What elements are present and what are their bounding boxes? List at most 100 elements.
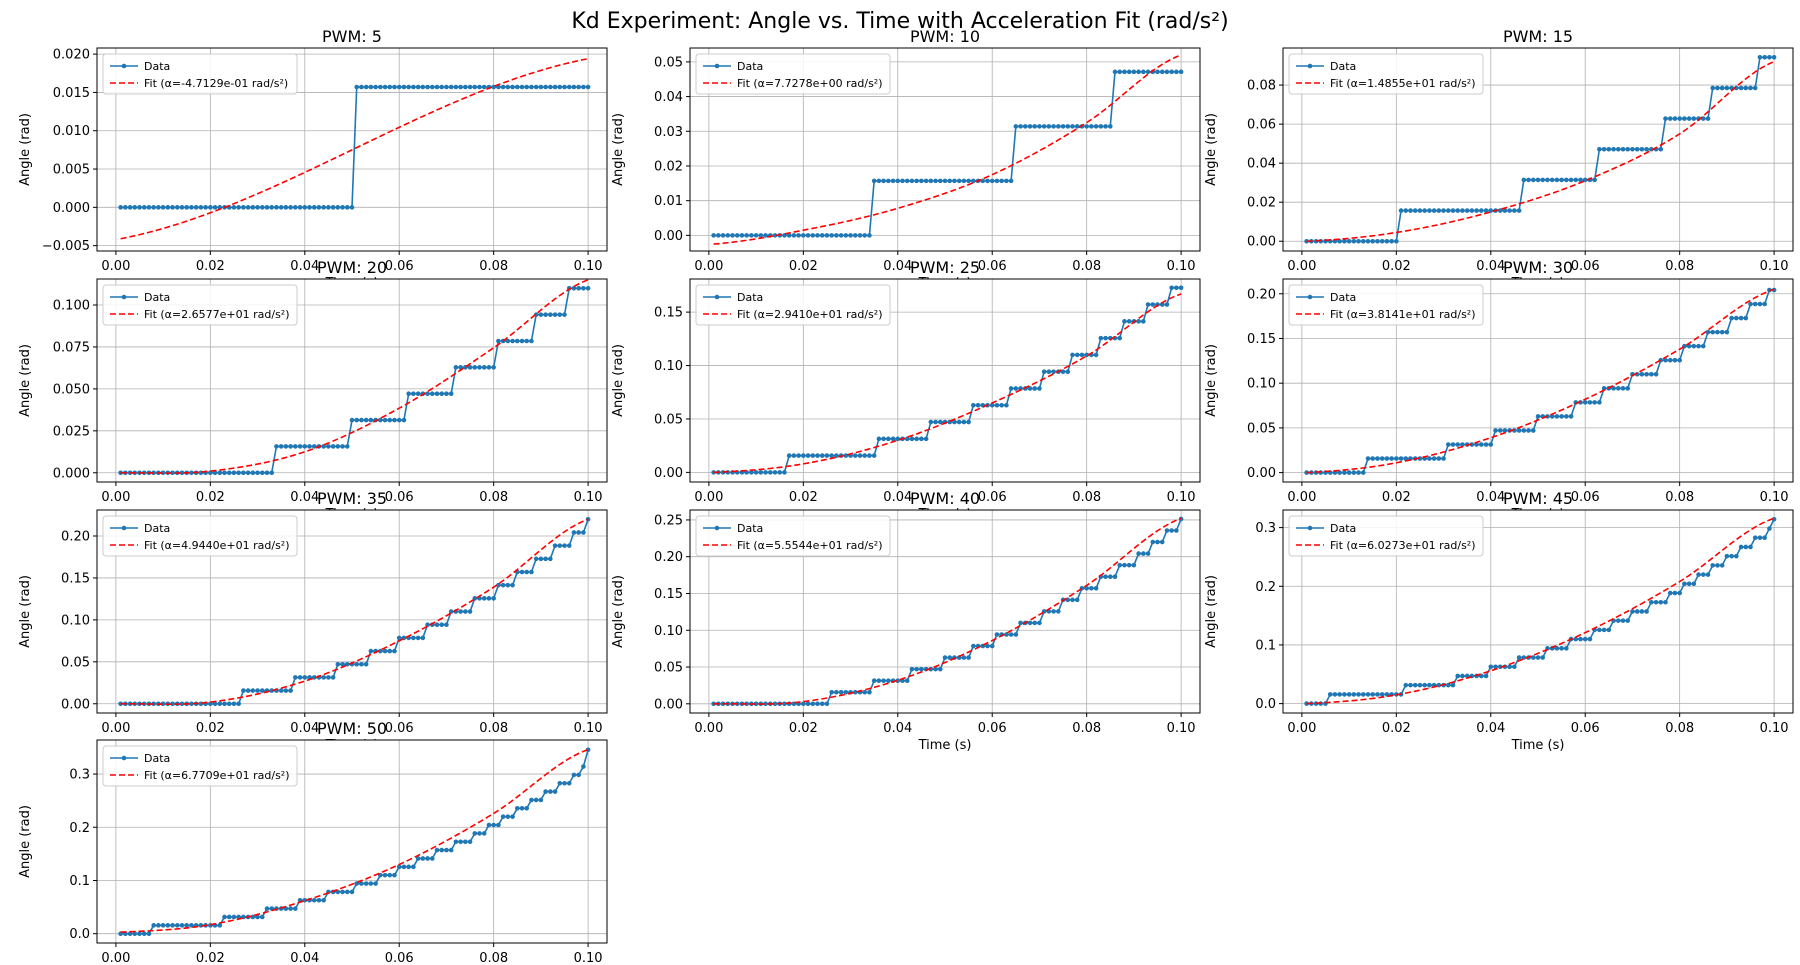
data-point: [848, 233, 853, 238]
data-point: [1559, 414, 1564, 419]
data-point: [444, 622, 449, 628]
data-point: [1174, 69, 1179, 75]
data-point: [909, 436, 915, 442]
data-point: [881, 178, 886, 184]
data-point: [923, 436, 929, 442]
data-point: [919, 666, 924, 672]
data-point: [1474, 208, 1479, 213]
data-point: [1705, 116, 1711, 121]
data-point: [1389, 238, 1394, 244]
data-point: [581, 764, 586, 769]
data-point: [467, 84, 473, 90]
data-point: [1719, 329, 1725, 335]
data-point: [429, 84, 435, 90]
x-tick-label: 0.00: [101, 951, 130, 965]
data-point: [1304, 701, 1309, 706]
data-point: [1103, 574, 1108, 580]
data-point: [937, 178, 943, 184]
data-point: [772, 233, 778, 238]
fit-series: [713, 517, 1182, 705]
data-point: [127, 931, 133, 936]
data-point: [368, 648, 374, 654]
data-point: [1370, 456, 1376, 461]
data-point: [255, 914, 260, 920]
subplot-4: 0.00 0.02 0.04 0.06 0.08 0.10 0.000 0.025 0.050 0…: [18, 258, 608, 522]
fit-line: [120, 279, 589, 474]
data-point: [212, 470, 218, 476]
data-point: [1304, 238, 1309, 244]
data-point: [1597, 627, 1602, 633]
data-point: [914, 436, 919, 442]
data-point: [1379, 692, 1385, 697]
data-point: [406, 864, 411, 870]
data-point: [349, 205, 355, 210]
data-point: [1431, 208, 1437, 213]
subplot-grid: 0.00 0.02 0.04 0.06 0.08 0.10 −0.005 0.000 0.005…: [18, 27, 1794, 965]
x-tick-label: 0.10: [574, 259, 603, 274]
data-point: [411, 635, 416, 641]
data-point: [1360, 470, 1366, 475]
x-tick-label: 0.04: [883, 490, 912, 505]
data-point: [895, 178, 901, 184]
data-point: [786, 453, 792, 458]
data-point: [1122, 69, 1127, 75]
data-point: [141, 205, 147, 210]
legend-data-label: Data: [737, 291, 763, 304]
data-point: [1126, 69, 1132, 75]
data-point: [1483, 442, 1489, 447]
data-point: [543, 312, 548, 317]
data-point: [1112, 69, 1118, 75]
data-point: [576, 286, 581, 291]
data-point: [1677, 590, 1682, 596]
data-point: [1719, 85, 1725, 91]
data-point: [758, 470, 764, 475]
data-point: [311, 675, 317, 680]
data-point: [1178, 69, 1184, 75]
data-point: [1441, 456, 1446, 461]
x-tick-label: 0.10: [1167, 259, 1196, 274]
data-point: [1360, 238, 1366, 244]
data-point: [481, 831, 487, 836]
data-point: [1070, 597, 1075, 603]
data-point: [174, 923, 180, 928]
data-point: [382, 648, 388, 654]
y-axis-label: Angle (rad): [611, 113, 626, 186]
data-point: [566, 780, 572, 786]
data-point: [1700, 572, 1706, 577]
data-point: [453, 839, 459, 845]
x-tick-label: 0.08: [479, 951, 508, 965]
legend-fit-label: Fit (α=2.6577e+01 rad/s²): [144, 308, 290, 321]
data-point: [311, 897, 317, 903]
y-tick-label: 0.2: [1255, 580, 1276, 595]
data-point: [1573, 636, 1579, 642]
data-point: [571, 286, 577, 291]
data-point: [1606, 627, 1612, 633]
data-point: [1743, 85, 1749, 91]
legend-data-label: Data: [737, 60, 763, 73]
legend-box: [1288, 515, 1484, 557]
fit-series: [713, 54, 1182, 245]
data-point: [340, 889, 345, 895]
legend: Data Fit (α=3.8141e+01 rad/s²): [1288, 284, 1484, 326]
data-point: [571, 772, 577, 778]
data-point: [1089, 585, 1094, 591]
data-point: [250, 470, 256, 476]
data-point: [763, 470, 768, 475]
x-tick-label: 0.02: [1382, 721, 1411, 736]
data-point: [1526, 177, 1531, 183]
legend: Data Fit (α=1.4855e+01 rad/s²): [1288, 53, 1484, 95]
data-point: [141, 931, 147, 936]
data-point: [1046, 369, 1052, 374]
subplot-8: 0.00 0.02 0.04 0.06 0.08 0.10 0.00 0.05 0.10 0.15…: [611, 489, 1201, 753]
data-point: [1412, 682, 1418, 688]
data-point: [1677, 357, 1682, 363]
data-point: [1004, 178, 1009, 184]
data-point: [1074, 597, 1080, 603]
x-tick-label: 0.08: [1072, 490, 1101, 505]
data-point: [425, 84, 430, 90]
legend-data-marker: [121, 294, 127, 300]
data-point: [1122, 319, 1127, 324]
data-point: [1582, 636, 1588, 642]
data-point: [259, 914, 265, 920]
data-point: [1117, 69, 1123, 75]
